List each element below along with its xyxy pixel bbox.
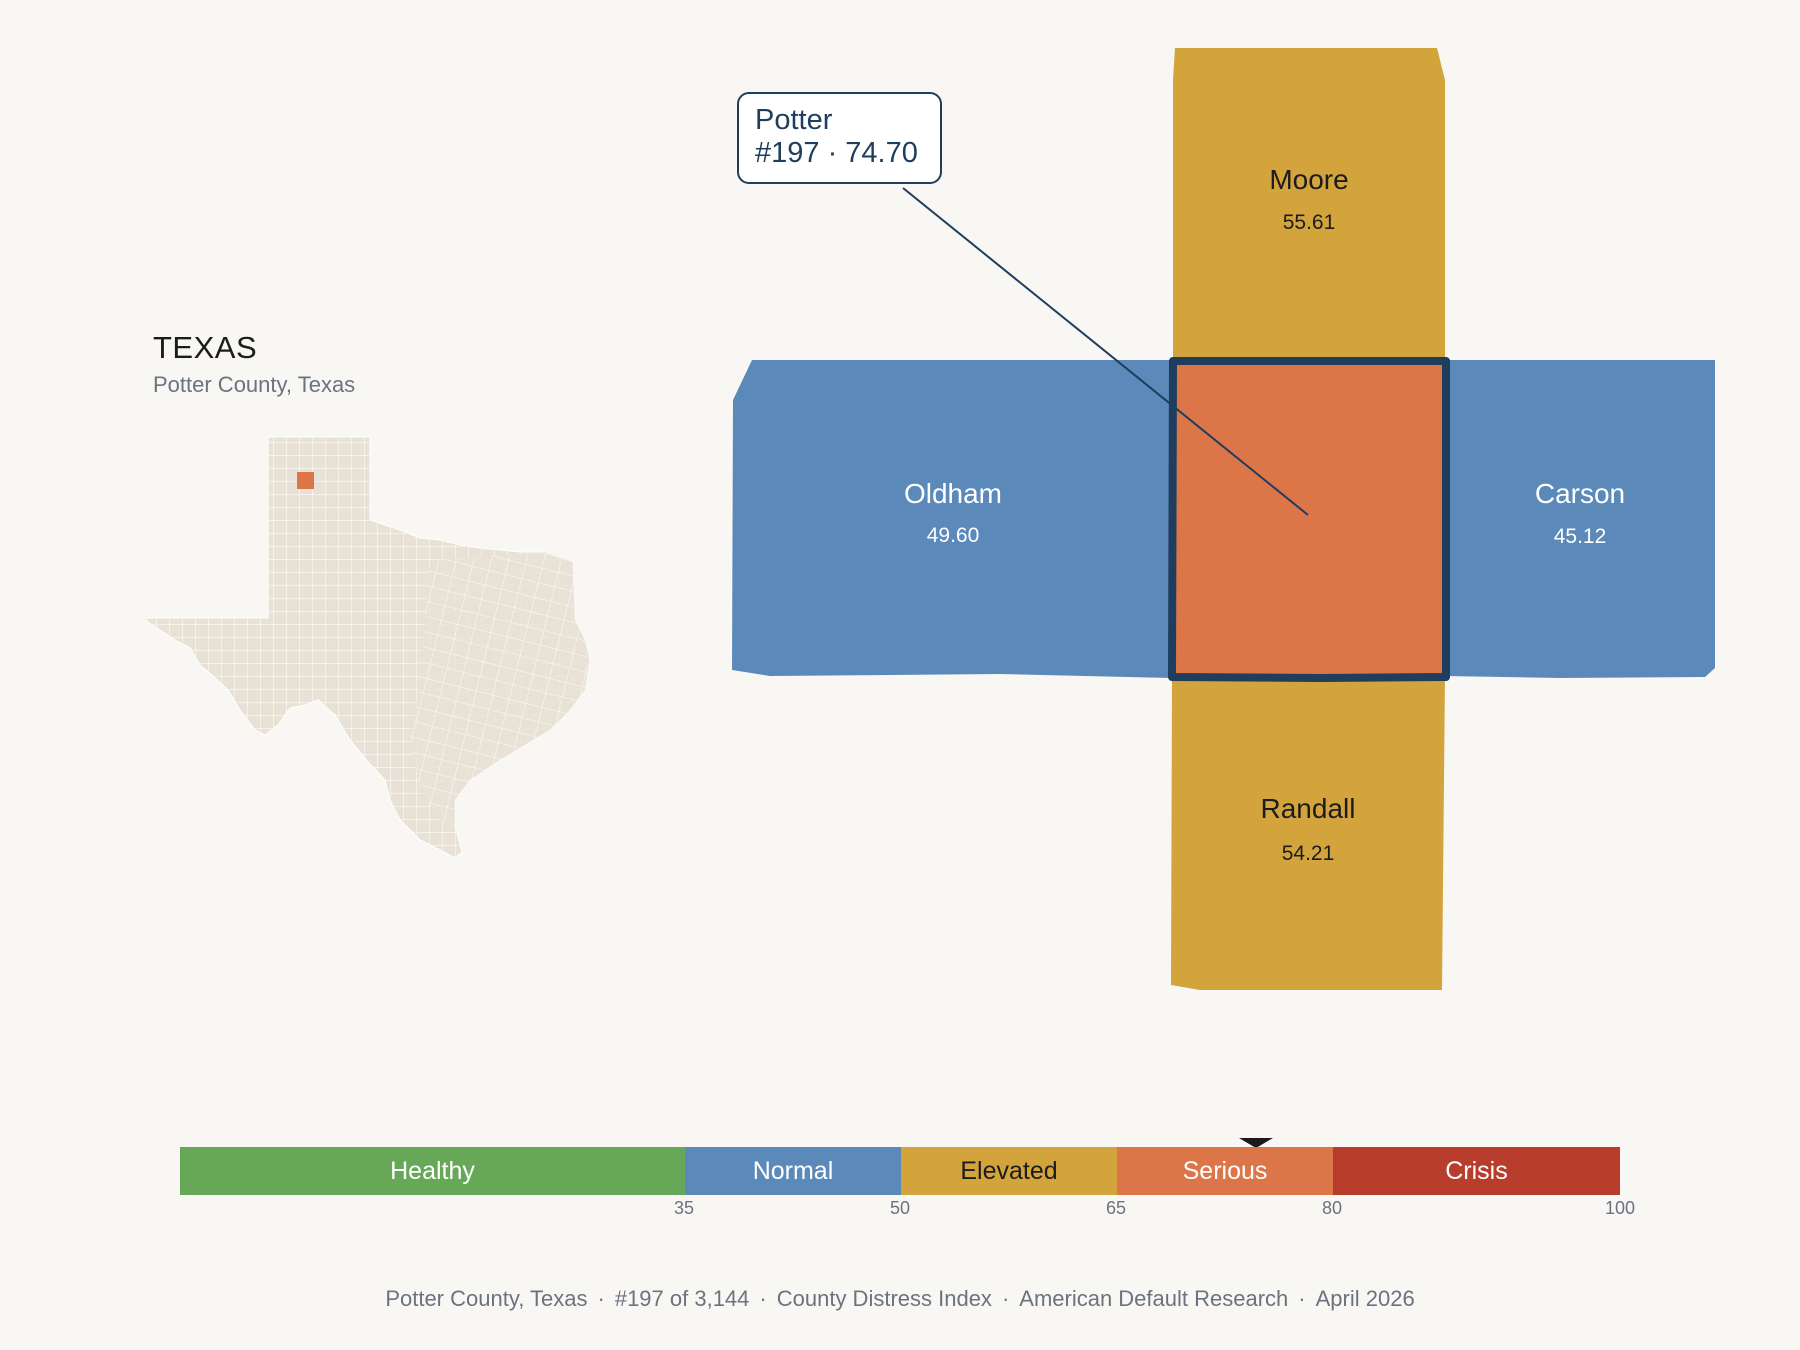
county-label-carson: Carson [1535, 478, 1625, 509]
county-value-moore: 55.61 [1283, 211, 1336, 234]
scale-tick-80: 80 [1321, 1198, 1343, 1218]
state-title: TEXAS [153, 330, 258, 365]
scale-tick-50: 50 [889, 1198, 911, 1218]
scale-label-normal: Normal [752, 1156, 834, 1185]
scale-label-crisis: Crisis [1445, 1156, 1508, 1185]
county-carson[interactable] [1445, 360, 1715, 678]
scale-segment-serious: Serious [1117, 1147, 1333, 1195]
footer-source: American Default Research [1019, 1286, 1289, 1311]
callout-county-name: Potter [755, 104, 833, 136]
scale-label-healthy: Healthy [390, 1156, 475, 1185]
county-value-oldham: 49.60 [927, 524, 980, 547]
texas-east-counties [410, 552, 590, 825]
scale-label-serious: Serious [1182, 1156, 1268, 1185]
footer-separator: · [759, 1286, 767, 1311]
county-oldham[interactable] [732, 360, 1175, 678]
callout-rank-score: #197 · 74.70 [755, 137, 918, 169]
county-randall[interactable] [1171, 675, 1445, 990]
callout-leader-line [902, 187, 1309, 516]
scale-segment-healthy: Healthy [180, 1147, 685, 1195]
county-value-carson: 45.12 [1554, 525, 1607, 548]
footer-credits: Potter County, Texas · #197 of 3,144 · Count… [0, 1286, 1800, 1312]
county-moore[interactable] [1173, 48, 1445, 362]
footer-separator: · [597, 1286, 605, 1311]
footer-separator: · [1298, 1286, 1306, 1311]
footer-county: Potter County, Texas [385, 1286, 588, 1311]
distress-scale: Healthy Normal Elevated Serious Crisis [180, 1147, 1620, 1195]
scale-segment-elevated: Elevated [901, 1147, 1117, 1195]
state-subtitle: Potter County, Texas [153, 372, 356, 397]
county-label-oldham: Oldham [904, 478, 1002, 509]
footer-separator: · [1001, 1286, 1010, 1311]
scale-tick-65: 65 [1105, 1198, 1127, 1218]
potter-callout: Potter #197 · 74.70 [737, 92, 942, 184]
footer-date: April 2026 [1315, 1286, 1415, 1311]
texas-locator-map [144, 436, 591, 859]
scale-tick-100: 100 [1604, 1198, 1636, 1218]
potter-locator-marker [297, 472, 314, 489]
county-potter[interactable] [1168, 357, 1450, 682]
county-detail-map: Moore 55.61 Oldham 49.60 Carson 45.12 Ra… [732, 48, 1715, 990]
county-label-moore: Moore [1269, 164, 1348, 195]
scale-label-elevated: Elevated [960, 1156, 1058, 1185]
scale-tick-35: 35 [673, 1198, 695, 1218]
scale-segment-normal: Normal [685, 1147, 901, 1195]
county-value-randall: 54.21 [1282, 842, 1335, 865]
footer-index-name: County Distress Index [776, 1286, 992, 1311]
score-marker-icon [1239, 1138, 1273, 1148]
scale-segment-crisis: Crisis [1333, 1147, 1620, 1195]
footer-rank: #197 of 3,144 [614, 1286, 750, 1311]
county-label-randall: Randall [1261, 793, 1356, 824]
